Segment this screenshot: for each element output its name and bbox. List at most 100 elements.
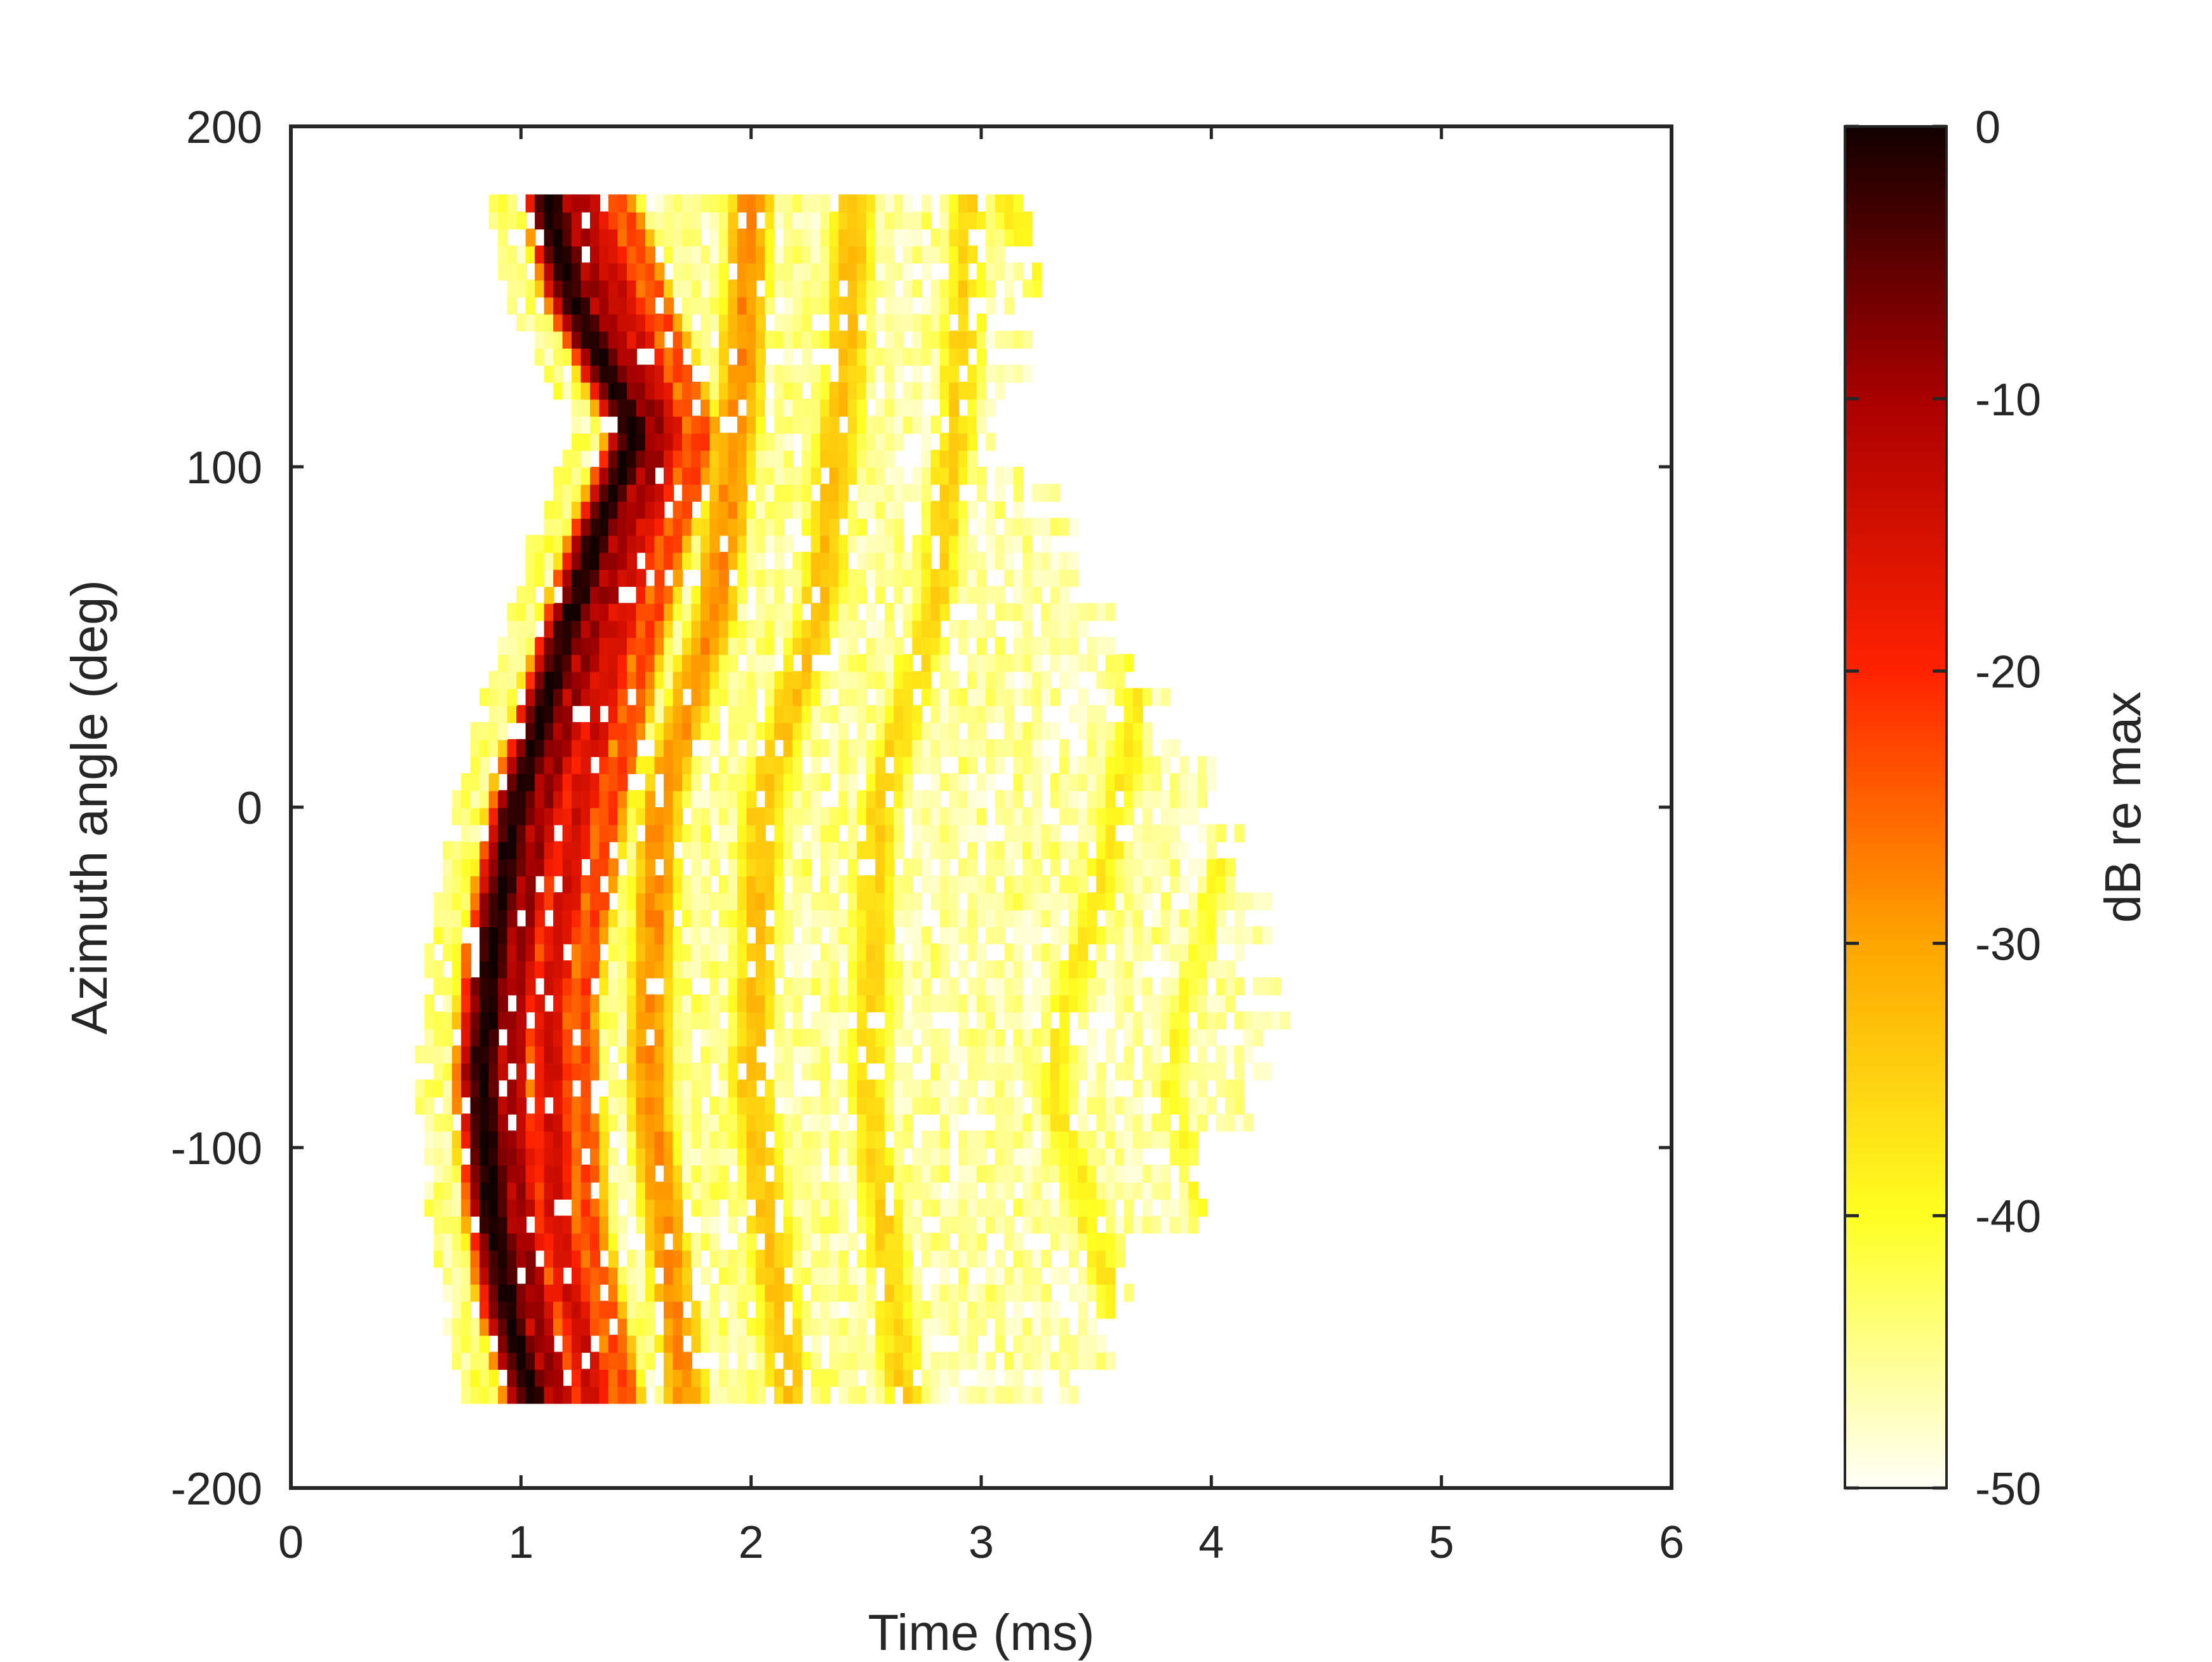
heatmap-cell — [1031, 586, 1042, 604]
heatmap-cell — [875, 739, 886, 758]
heatmap-cell — [498, 926, 509, 944]
heatmap-cell — [1188, 909, 1199, 928]
heatmap-cell — [1105, 977, 1116, 996]
heatmap-cell — [1050, 1216, 1061, 1234]
heatmap-cell — [737, 1233, 747, 1251]
heatmap-cell — [700, 926, 711, 944]
heatmap-cell — [912, 1216, 923, 1234]
heatmap-cell — [995, 705, 1005, 723]
heatmap-cell — [516, 705, 527, 723]
heatmap-cell — [783, 365, 794, 383]
heatmap-cell — [627, 398, 637, 417]
heatmap-cell — [810, 568, 821, 587]
heatmap-cell — [857, 483, 868, 502]
heatmap-cell — [654, 892, 665, 911]
heatmap-cell — [673, 1301, 683, 1319]
heatmap-cell — [590, 568, 600, 587]
heatmap-cell — [847, 518, 858, 536]
heatmap-cell — [599, 1386, 610, 1404]
heatmap-cell — [737, 228, 747, 247]
heatmap-cell — [617, 500, 628, 519]
heatmap-cell — [820, 297, 831, 315]
heatmap-cell — [433, 1216, 444, 1234]
heatmap-cell — [544, 875, 554, 894]
heatmap-cell — [783, 1113, 794, 1132]
heatmap-cell — [967, 653, 978, 673]
heatmap-cell — [718, 279, 729, 298]
heatmap-cell — [1031, 824, 1042, 843]
heatmap-cell — [774, 994, 784, 1013]
heatmap-cell — [875, 432, 886, 451]
heatmap-cell — [1105, 1130, 1116, 1149]
heatmap-cell — [847, 790, 858, 808]
heatmap-cell — [746, 722, 757, 741]
heatmap-cell — [452, 1045, 462, 1064]
heatmap-cell — [976, 960, 987, 979]
heatmap-cell — [801, 671, 812, 689]
heatmap-cell — [1041, 1318, 1052, 1336]
heatmap-cell — [939, 739, 950, 758]
heatmap-cell — [728, 586, 739, 604]
heatmap-cell — [894, 297, 904, 315]
heatmap-cell — [580, 756, 591, 774]
heatmap-cell — [654, 1181, 665, 1200]
heatmap-cell — [1115, 1249, 1125, 1268]
heatmap-cell — [737, 1283, 747, 1302]
heatmap-cell — [525, 552, 536, 570]
heatmap-cell — [894, 977, 904, 996]
heatmap-cell — [1096, 739, 1107, 758]
heatmap-cell — [525, 1079, 536, 1098]
heatmap-cell — [507, 892, 518, 911]
heatmap-cell — [783, 722, 794, 741]
heatmap-cell — [902, 653, 913, 673]
heatmap-cell — [958, 1079, 969, 1098]
heatmap-cell — [709, 1096, 720, 1115]
heatmap-cell — [1031, 756, 1042, 774]
heatmap-cell — [645, 586, 655, 604]
heatmap-cell — [1160, 1181, 1171, 1200]
heatmap-cell — [599, 858, 610, 876]
heatmap-cell — [572, 875, 582, 894]
heatmap-cell — [1013, 1233, 1024, 1251]
heatmap-cell — [894, 1318, 904, 1336]
heatmap-cell — [709, 398, 720, 417]
heatmap-cell — [847, 365, 858, 383]
heatmap-cell — [664, 671, 674, 689]
heatmap-cell — [627, 1369, 637, 1387]
heatmap-cell — [636, 245, 647, 264]
heatmap-cell — [801, 1181, 812, 1200]
heatmap-cell — [728, 382, 739, 400]
heatmap-cell — [986, 1351, 996, 1370]
heatmap-cell — [608, 568, 619, 587]
heatmap-cell — [590, 535, 600, 553]
heatmap-cell — [599, 909, 610, 928]
heatmap-cell — [1078, 653, 1089, 673]
heatmap-cell — [921, 467, 932, 485]
heatmap-cell — [820, 1011, 831, 1029]
heatmap-cell — [1087, 1198, 1097, 1217]
heatmap-cell — [1170, 1079, 1181, 1098]
heatmap-cell — [847, 637, 858, 655]
heatmap-cell — [1160, 858, 1171, 876]
heatmap-cell — [516, 926, 527, 944]
heatmap-cell — [894, 773, 904, 791]
heatmap-cell — [783, 705, 794, 723]
heatmap-cell — [433, 1249, 444, 1268]
heatmap-cell — [654, 382, 665, 400]
heatmap-cell — [452, 841, 462, 859]
heatmap-cell — [664, 858, 674, 876]
heatmap-cell — [1004, 1216, 1015, 1234]
heatmap-cell — [590, 1028, 600, 1047]
heatmap-cell — [544, 586, 554, 604]
heatmap-cell — [1225, 994, 1236, 1013]
heatmap-cell — [461, 841, 472, 859]
heatmap-cell — [939, 1198, 950, 1217]
heatmap-cell — [1105, 892, 1116, 911]
heatmap-cell — [718, 1386, 729, 1404]
heatmap-cell — [562, 705, 573, 723]
heatmap-cell — [737, 1148, 747, 1166]
heatmap-cell — [617, 1164, 628, 1183]
heatmap-cell — [572, 1062, 582, 1081]
heatmap-cell — [866, 603, 876, 621]
heatmap-cell — [636, 1386, 647, 1404]
